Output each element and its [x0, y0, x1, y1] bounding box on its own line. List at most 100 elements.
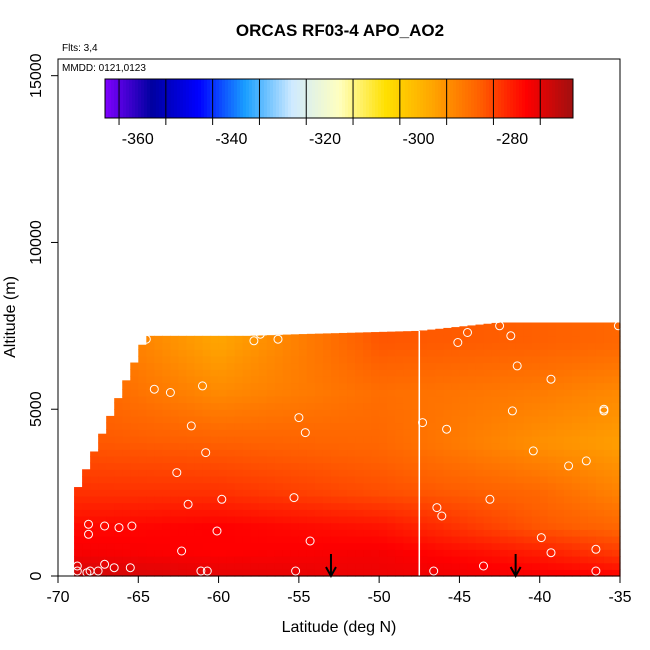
field-cell — [387, 402, 396, 410]
field-cell — [339, 415, 348, 424]
field-cell — [443, 342, 452, 350]
field-cell — [571, 502, 581, 510]
field-cell — [467, 362, 477, 370]
field-cell — [403, 535, 412, 544]
field-cell — [411, 335, 420, 344]
field-cell — [523, 402, 533, 410]
field-cell — [258, 409, 268, 417]
field-cell — [154, 409, 163, 417]
field-cell — [395, 415, 404, 424]
field-cell — [146, 449, 155, 457]
field-cell — [427, 369, 436, 377]
field-cell — [499, 542, 509, 550]
field-cell — [258, 495, 268, 504]
field-cell — [555, 462, 565, 470]
colorbar-segment — [324, 79, 328, 118]
field-cell — [178, 549, 188, 557]
field-cell — [339, 362, 348, 370]
field-cell — [122, 522, 131, 530]
field-cell — [226, 409, 236, 417]
field-cell — [162, 555, 171, 564]
field-cell — [218, 489, 228, 497]
field-cell — [178, 342, 188, 350]
field-cell — [234, 462, 244, 470]
field-cell — [314, 542, 324, 550]
field-cell — [419, 462, 428, 470]
field-cell — [202, 489, 212, 497]
colorbar-segment — [144, 79, 148, 118]
field-cell — [563, 549, 573, 557]
field-cell — [611, 455, 621, 464]
sample-point — [289, 493, 299, 503]
field-cell — [234, 535, 244, 544]
field-cell — [322, 333, 332, 337]
field-cell — [314, 489, 324, 497]
field-cell — [611, 422, 621, 430]
field-cell — [467, 429, 477, 437]
field-cell — [339, 469, 348, 477]
field-cell — [363, 535, 372, 544]
field-cell — [322, 489, 332, 497]
field-cell — [467, 369, 477, 377]
field-cell — [459, 455, 469, 464]
field-cell — [435, 435, 444, 444]
field-cell — [595, 522, 605, 530]
field-cell — [395, 375, 404, 384]
field-cell — [194, 409, 204, 417]
field-cell — [435, 329, 444, 337]
field-cell — [322, 382, 332, 390]
field-cell — [170, 415, 180, 424]
field-cell — [258, 369, 268, 377]
field-cell — [170, 349, 180, 357]
field-cell — [603, 462, 613, 470]
field-cell — [306, 502, 316, 510]
field-cell — [114, 529, 123, 537]
field-cell — [355, 449, 364, 457]
field-cell — [178, 509, 188, 517]
field-cell — [499, 562, 509, 570]
field-cell — [250, 415, 260, 424]
field-cell — [290, 335, 300, 344]
field-cell — [555, 382, 565, 390]
field-cell — [515, 355, 525, 364]
field-cell — [178, 469, 188, 477]
field-cell — [523, 422, 533, 430]
field-cell — [339, 409, 348, 417]
field-cell — [427, 329, 436, 337]
field-cell — [322, 409, 332, 417]
field-cell — [555, 415, 565, 424]
field-cell — [355, 495, 364, 504]
field-cell — [146, 469, 155, 477]
field-cell — [459, 342, 469, 350]
sample-point — [613, 321, 623, 331]
field-cell — [531, 475, 541, 484]
field-cell — [491, 415, 501, 424]
field-cell — [571, 382, 581, 390]
field-cell — [106, 482, 115, 490]
field-cell — [555, 335, 565, 344]
field-cell — [186, 542, 196, 550]
field-cell — [290, 522, 300, 530]
field-cell — [290, 562, 300, 570]
field-cell — [483, 402, 493, 410]
field-cell — [531, 549, 541, 557]
field-cell — [106, 502, 115, 510]
field-cell — [515, 369, 525, 377]
field-cell — [379, 382, 388, 390]
field-cell — [330, 333, 340, 337]
field-cell — [579, 335, 589, 344]
y-tick-label: 0 — [28, 571, 45, 580]
field-cell — [499, 569, 509, 577]
field-cell — [282, 495, 292, 504]
field-cell — [154, 569, 163, 577]
field-cell — [515, 342, 525, 350]
field-cell — [403, 395, 412, 404]
field-cell — [523, 395, 533, 404]
field-cell — [483, 355, 493, 364]
field-cell — [355, 355, 364, 364]
field-cell — [531, 562, 541, 570]
field-cell — [523, 455, 533, 464]
field-cell — [98, 449, 107, 457]
field-cell — [226, 542, 236, 550]
field-cell — [363, 449, 372, 457]
